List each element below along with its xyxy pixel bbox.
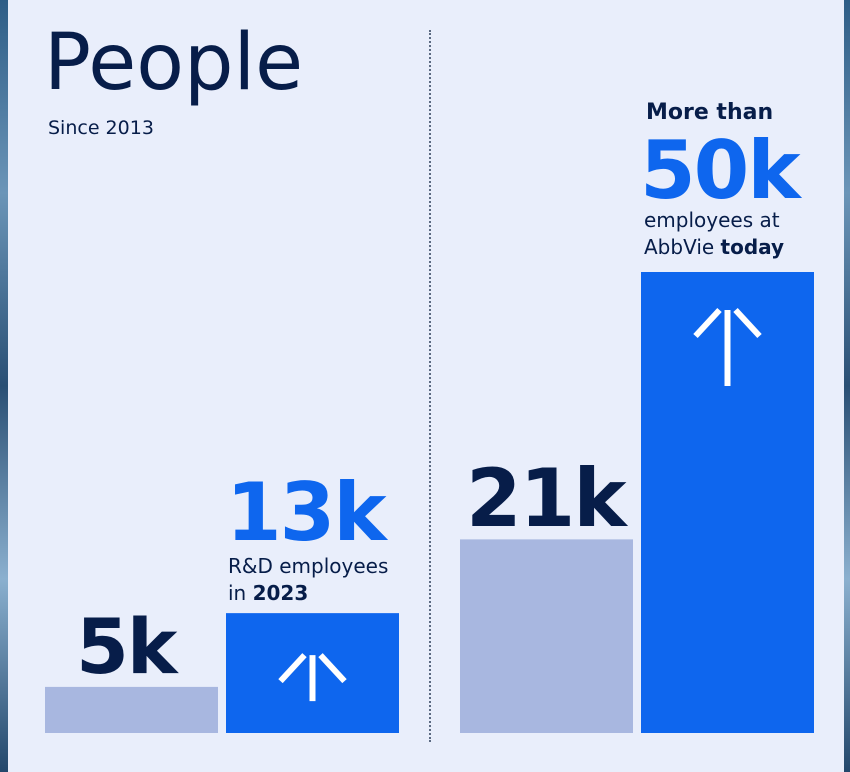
abbvie-prefix: AbbVie	[644, 235, 721, 259]
up-arrow-icon	[278, 653, 347, 702]
abbvie-employees-line1: employees at	[644, 208, 780, 232]
section-divider	[429, 30, 431, 742]
abbvie-employees-description: employees at AbbVie today	[644, 207, 784, 261]
page-title: People	[44, 18, 304, 108]
background-edge-right	[844, 0, 850, 772]
rd-year-prefix: in	[228, 581, 253, 605]
rd-employees-line2: in 2023	[228, 580, 388, 607]
rd-year: 2023	[252, 581, 309, 605]
rd-employees-line1: R&D employees	[228, 554, 389, 578]
value-label-13k: 13k	[226, 466, 387, 559]
background-edge-left	[0, 0, 8, 772]
value-label-5k: 5k	[76, 602, 177, 691]
value-label-21k: 21k	[466, 452, 627, 545]
bar-5k	[45, 686, 218, 733]
rd-employees-description: R&D employees in 2023	[228, 553, 388, 607]
more-than-label: More than	[646, 100, 774, 125]
abbvie-employees-line2: AbbVie today	[644, 234, 784, 261]
page-subtitle: Since 2013	[48, 117, 154, 139]
bar-21k	[460, 539, 633, 733]
up-arrow-icon	[693, 307, 762, 386]
value-label-50k: 50k	[640, 124, 801, 217]
abbvie-today: today	[720, 235, 785, 259]
